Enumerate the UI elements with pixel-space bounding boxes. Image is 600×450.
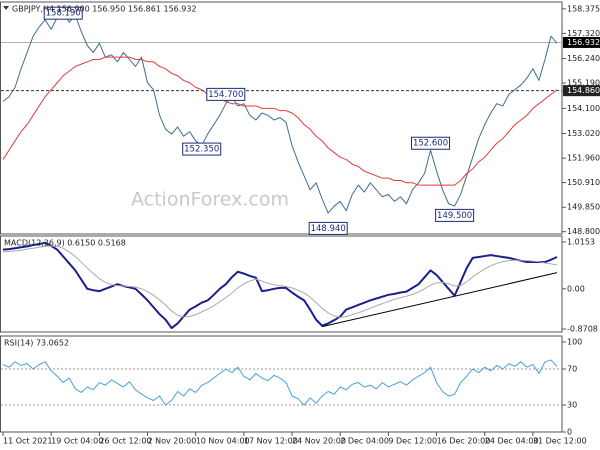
y-tick-label: 149.850 xyxy=(567,203,600,212)
y-tick-label: 70 xyxy=(567,365,577,374)
y-tick-label: 30 xyxy=(567,401,577,410)
x-tick-label: 19 Oct 04:00 xyxy=(51,437,103,446)
x-tick-label: 16 Dec 20:00 xyxy=(437,437,491,446)
y-tick-label: 151.960 xyxy=(567,154,600,163)
y-tick-label: 155.190 xyxy=(567,78,600,87)
x-tick-label: 10 Nov 04:00 xyxy=(196,437,250,446)
y-tick-label: 0.00 xyxy=(567,284,585,293)
x-tick-label: 2 Nov 20:00 xyxy=(148,437,197,446)
price-label: 156.932 xyxy=(567,38,600,47)
y-tick-label: 154.100 xyxy=(567,104,600,113)
annotation-label: 149.500 xyxy=(437,211,472,221)
y-tick-label: 157.320 xyxy=(567,29,600,38)
panel-frame xyxy=(0,335,563,433)
annotation-label: 148.940 xyxy=(311,224,346,234)
annotation-box xyxy=(206,87,246,101)
x-tick-label: 24 Dec 04:00 xyxy=(485,437,539,446)
y-tick-label: 150.910 xyxy=(567,178,600,187)
y-tick-label: 158.375 xyxy=(567,4,600,13)
annotation-label: 158.190 xyxy=(46,9,81,19)
y-tick-label: 153.020 xyxy=(567,129,600,138)
annotation-box xyxy=(411,136,451,150)
x-tick-label: 9 Dec 12:00 xyxy=(388,437,437,446)
panel-title: MACD(12,26,9) 0.6150 0.5168 xyxy=(4,239,126,248)
series-line xyxy=(2,241,558,330)
menu-arrow xyxy=(3,6,9,10)
x-tick-label: 11 Oct 2021 xyxy=(3,437,52,446)
x-tick-label: 2 Dec 04:00 xyxy=(340,437,389,446)
annotation-box xyxy=(182,142,222,156)
series-line xyxy=(2,12,558,214)
trend-line xyxy=(322,272,558,328)
y-tick-label: 0 xyxy=(567,428,572,437)
x-tick-label: 31 Dec 12:00 xyxy=(533,437,587,446)
panel-frame xyxy=(0,1,563,235)
level-label-box xyxy=(563,85,600,97)
y-tick-label: 148.800 xyxy=(567,227,600,236)
annotation-label: 152.350 xyxy=(184,145,219,155)
y-tick-label: 100 xyxy=(567,338,582,347)
series-line xyxy=(2,359,558,406)
price-label-box xyxy=(563,36,600,48)
annotation-label: 154.700 xyxy=(208,90,243,100)
y-tick-label: 1.0153 xyxy=(567,237,595,246)
annotation-box xyxy=(43,6,83,20)
panel-title: RSI(14) 73.0652 xyxy=(4,339,69,348)
annotation-box xyxy=(435,208,475,222)
series-line xyxy=(2,245,558,318)
x-tick-label: 26 Oct 12:00 xyxy=(99,437,151,446)
series-line xyxy=(2,56,558,186)
level-label: 154.860 xyxy=(567,86,600,95)
watermark: ActionForex.com xyxy=(131,189,289,211)
y-tick-label: -0.8708 xyxy=(567,324,598,333)
y-tick-label: 156.240 xyxy=(567,54,600,63)
x-tick-label: 17 Nov 12:00 xyxy=(244,437,298,446)
annotation-box xyxy=(308,221,348,235)
annotation-label: 152.600 xyxy=(413,139,448,149)
x-tick-label: 24 Nov 20:00 xyxy=(292,437,346,446)
panel-title: GBPJPY,H4 156.900 156.950 156.861 156.93… xyxy=(12,5,197,14)
panel-frame xyxy=(0,235,563,333)
